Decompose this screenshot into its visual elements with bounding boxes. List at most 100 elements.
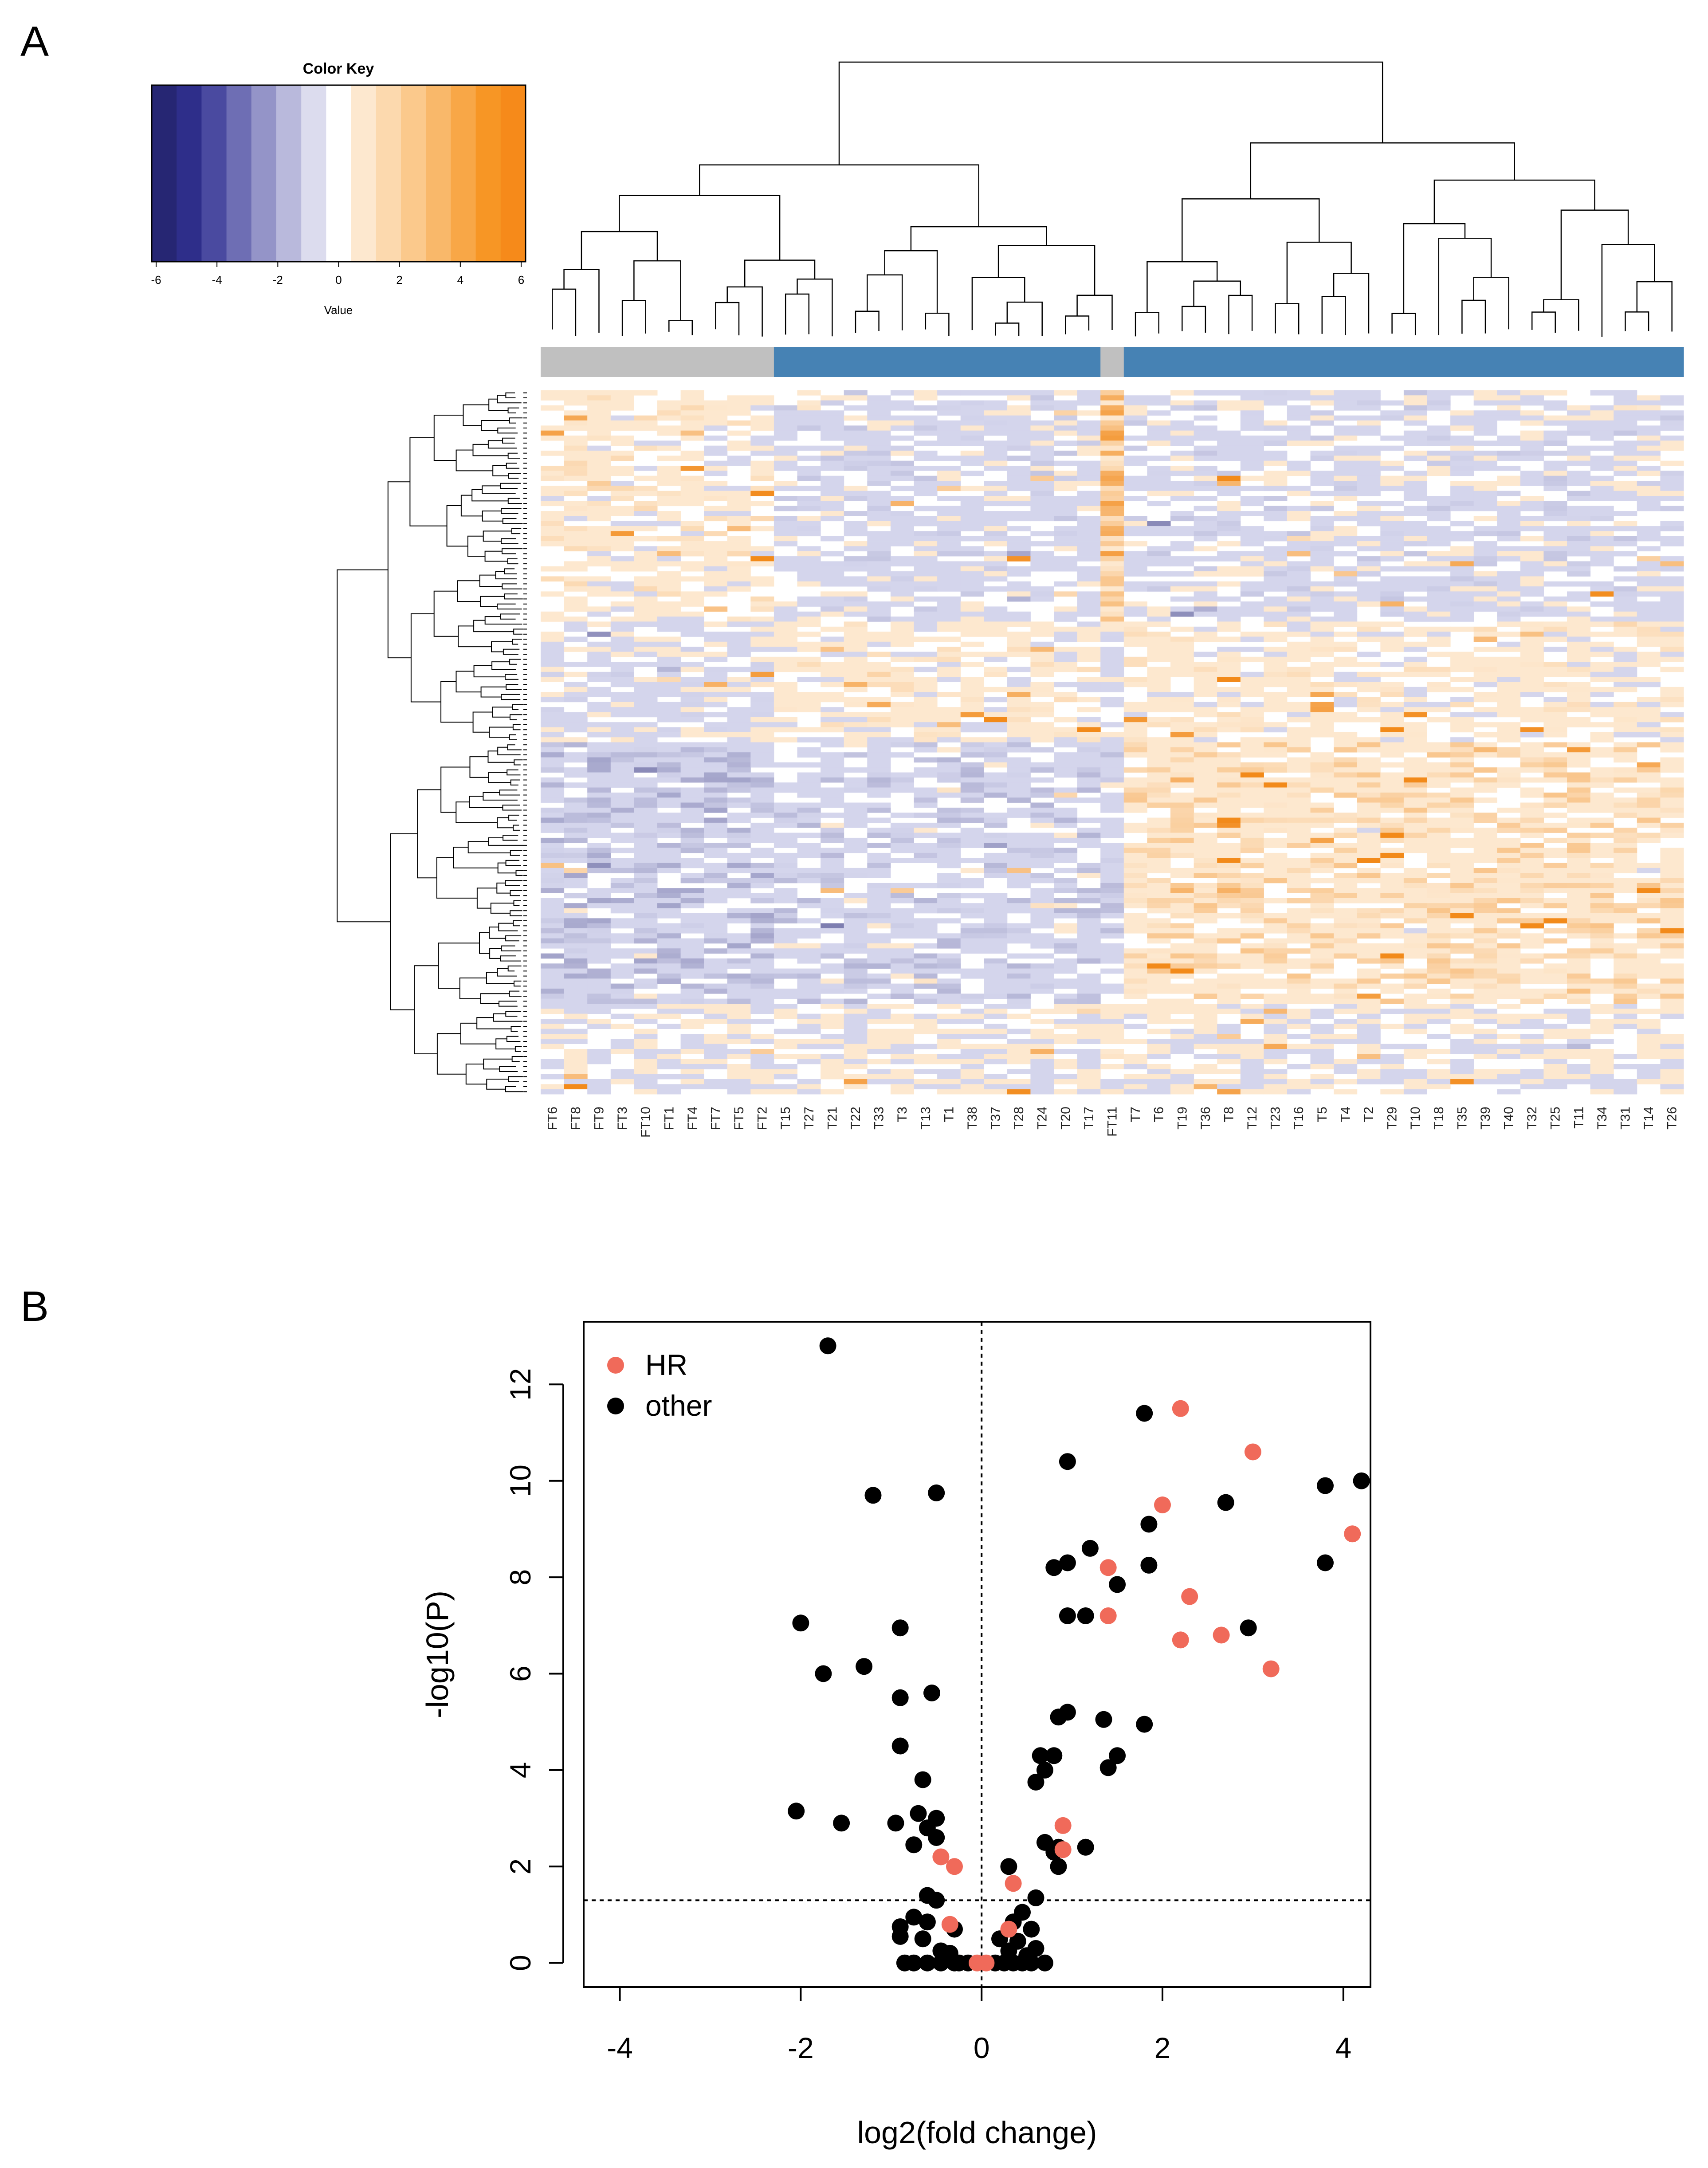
heatmap-cell	[1030, 586, 1054, 592]
heatmap-cell	[1334, 888, 1358, 893]
heatmap-cell	[797, 928, 821, 934]
heatmap-cell	[937, 722, 961, 727]
heatmap-cell	[1007, 933, 1031, 939]
heatmap-cell	[1497, 983, 1521, 989]
dendrogram-branch	[479, 574, 503, 587]
heatmap-cell	[1264, 787, 1288, 793]
heatmap-cell	[937, 596, 961, 602]
heatmap-cell	[797, 551, 821, 557]
heatmap-cell	[564, 626, 588, 632]
heatmap-cell	[1217, 994, 1241, 999]
heatmap-cell	[1054, 692, 1078, 697]
heatmap-cell	[1450, 440, 1474, 446]
heatmap-cell	[657, 405, 681, 411]
heatmap-cell	[1054, 501, 1078, 507]
heatmap-cell	[1450, 626, 1474, 632]
heatmap-cell	[1240, 591, 1264, 597]
heatmap-cell	[564, 586, 588, 592]
heatmap-cell	[1170, 953, 1194, 959]
heatmap-cell	[1170, 948, 1194, 954]
heatmap-cell	[774, 727, 797, 733]
heatmap-cell	[890, 692, 914, 697]
heatmap-cell	[541, 822, 565, 828]
dendrogram-branch	[507, 965, 522, 972]
heatmap-cell	[844, 873, 868, 878]
heatmap-cell	[1637, 636, 1661, 642]
heatmap-cell	[797, 807, 821, 813]
heatmap-cell	[657, 511, 681, 516]
heatmap-cell	[1007, 747, 1031, 753]
heatmap-cell	[960, 883, 984, 888]
heatmap-cell	[634, 802, 658, 808]
heatmap-cell	[1637, 466, 1661, 471]
heatmap-cell	[1170, 546, 1194, 552]
heatmap-cell	[1077, 556, 1101, 562]
heatmap-cell	[1403, 833, 1427, 838]
dendrogram-branch	[492, 465, 509, 476]
heatmap-cell	[1287, 571, 1311, 577]
dendrogram-branch	[514, 980, 522, 987]
heatmap-cell	[774, 807, 797, 813]
heatmap-cell	[1427, 561, 1451, 567]
heatmap-cell	[1240, 682, 1264, 687]
heatmap-cell	[1310, 863, 1334, 868]
heatmap-cell	[1217, 938, 1241, 944]
heatmap-cell	[914, 506, 938, 511]
heatmap-cell	[1357, 521, 1381, 526]
dendrogram-branch	[1182, 198, 1320, 262]
heatmap-cell	[1660, 898, 1684, 903]
heatmap-cell	[1660, 395, 1684, 401]
heatmap-cell	[1567, 843, 1591, 848]
heatmap-cell	[1520, 677, 1544, 682]
heatmap-cell	[1123, 571, 1147, 577]
heatmap-cell	[1147, 471, 1171, 476]
heatmap-cell	[1310, 400, 1334, 406]
heatmap-cell	[750, 672, 774, 677]
heatmap-cell	[1123, 581, 1147, 587]
dendrogram-branch	[699, 164, 979, 227]
heatmap-cell	[890, 893, 914, 899]
heatmap-cell	[1473, 852, 1497, 858]
heatmap-cell	[680, 918, 704, 923]
heatmap-cell	[1030, 632, 1054, 637]
dendrogram-branch	[495, 571, 517, 580]
heatmap-cell	[1194, 752, 1217, 758]
heatmap-cell	[704, 400, 728, 406]
heatmap-cell	[1427, 551, 1451, 557]
heatmap-cell	[821, 486, 844, 491]
heatmap-cell	[984, 777, 1008, 783]
heatmap-cell	[984, 983, 1008, 989]
heatmap-cell	[937, 958, 961, 964]
heatmap-cell	[1100, 767, 1124, 773]
heatmap-cell	[844, 440, 868, 446]
heatmap-cell	[1614, 390, 1637, 396]
heatmap-cell	[797, 576, 821, 582]
heatmap-cell	[1030, 656, 1054, 662]
heatmap-cell	[1637, 777, 1661, 783]
heatmap-cell	[1054, 797, 1078, 803]
heatmap-cell	[587, 843, 611, 848]
heatmap-cell	[1660, 797, 1684, 803]
heatmap-cell	[890, 556, 914, 562]
heatmap-cell	[1310, 727, 1334, 733]
heatmap-cell	[541, 903, 565, 908]
dendrogram-branch	[473, 665, 505, 678]
heatmap-cell	[1030, 531, 1054, 537]
heatmap-cell	[1497, 466, 1521, 471]
heatmap-cell	[564, 1004, 588, 1009]
heatmap-cell	[1123, 888, 1147, 893]
heatmap-cell	[1427, 923, 1451, 929]
heatmap-cell	[1287, 727, 1311, 733]
heatmap-cell	[1590, 732, 1614, 738]
heatmap-cell	[867, 511, 891, 516]
heatmap-cell	[680, 601, 704, 607]
heatmap-cell	[1520, 601, 1544, 607]
heatmap-cell	[844, 682, 868, 687]
heatmap-cell	[1450, 556, 1474, 562]
heatmap-cell	[1334, 948, 1358, 954]
heatmap-cell	[1590, 888, 1614, 893]
heatmap-cell	[1240, 526, 1264, 531]
dendrogram-branch	[500, 955, 521, 962]
heatmap-cell	[1287, 923, 1311, 929]
heatmap-cell	[541, 908, 565, 914]
